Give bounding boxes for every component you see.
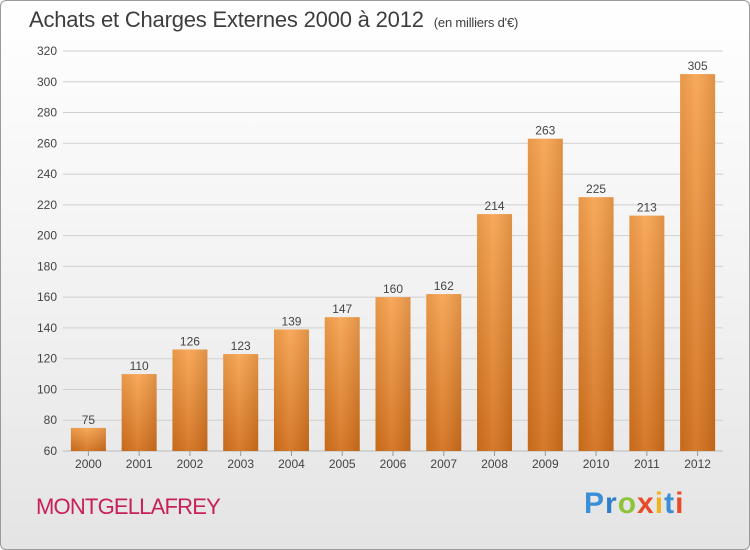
proxiti-logo-letter: o (617, 487, 638, 520)
x-tick-label-2002: 2002 (177, 457, 204, 471)
y-tick-label: 80 (44, 413, 58, 427)
x-tick-label-2004: 2004 (278, 457, 305, 471)
x-tick-label-2006: 2006 (380, 457, 407, 471)
data-label-2009: 263 (535, 124, 555, 138)
y-tick-label: 240 (37, 167, 57, 181)
bar-shade-2005 (324, 317, 360, 451)
y-tick-label: 180 (37, 259, 57, 273)
x-tick-label-2009: 2009 (532, 457, 559, 471)
data-label-2011: 213 (637, 201, 657, 215)
data-label-2008: 214 (485, 199, 505, 213)
proxiti-logo-letter: i (675, 487, 685, 520)
x-tick-label-2010: 2010 (583, 457, 610, 471)
y-tick-label: 280 (37, 106, 57, 120)
bar-shade-2011 (629, 215, 665, 451)
bar-shade-2002 (172, 349, 208, 451)
bar-shade-2004 (273, 329, 309, 451)
bar-shade-2000 (70, 427, 106, 451)
data-label-2012: 305 (688, 59, 708, 73)
bar-shade-2008 (477, 214, 513, 451)
data-label-2001: 110 (130, 359, 149, 373)
bar-shade-2006 (375, 297, 411, 451)
proxiti-logo-letter: x (637, 487, 655, 520)
proxiti-logo-letter: r (605, 487, 618, 520)
y-tick-label: 200 (37, 229, 57, 243)
x-tick-label-2007: 2007 (430, 457, 457, 471)
bar-shade-2001 (121, 374, 157, 451)
y-tick-label: 140 (37, 321, 57, 335)
y-tick-label: 160 (37, 290, 57, 304)
bar-shade-2009 (527, 138, 563, 451)
y-tick-label: 320 (37, 44, 57, 58)
x-tick-label-2000: 2000 (75, 457, 102, 471)
y-tick-label: 100 (37, 382, 57, 396)
chart-title: Achats et Charges Externes 2000 à 2012 (e… (29, 7, 518, 33)
x-tick-label-2001: 2001 (126, 457, 153, 471)
proxiti-logo-letter: P (584, 487, 606, 520)
y-tick-label: 220 (37, 198, 57, 212)
y-tick-label: 60 (44, 444, 58, 458)
proxiti-logo: Proxiti (584, 487, 684, 521)
y-tick-label: 260 (37, 136, 57, 150)
x-tick-label-2008: 2008 (481, 457, 508, 471)
commune-name: MONTGELLAFREY (36, 494, 221, 519)
x-tick-label-2005: 2005 (329, 457, 356, 471)
bar-shade-2012 (680, 74, 716, 452)
chart-unit: (en milliers d'€) (433, 15, 519, 30)
proxiti-logo-letter: i (654, 487, 665, 520)
bar-shade-2010 (578, 197, 614, 451)
data-label-2005: 147 (332, 302, 352, 316)
data-label-2000: 75 (82, 413, 96, 427)
x-tick-label-2012: 2012 (684, 457, 711, 471)
x-tick-label-2011: 2011 (634, 457, 660, 471)
y-tick-label: 300 (37, 75, 57, 89)
data-label-2010: 225 (586, 182, 606, 196)
chart-title-text: Achats et Charges Externes 2000 à 2012 (29, 7, 424, 32)
data-label-2004: 139 (281, 314, 301, 328)
data-label-2003: 123 (231, 339, 251, 353)
bar-shade-2003 (223, 354, 259, 451)
data-label-2002: 126 (180, 334, 200, 348)
proxiti-logo-letter: t (664, 487, 676, 520)
bar-shade-2007 (426, 294, 462, 451)
y-tick-label: 120 (37, 352, 57, 366)
data-label-2006: 160 (383, 282, 403, 296)
data-label-2007: 162 (434, 279, 454, 293)
x-tick-label-2003: 2003 (227, 457, 254, 471)
